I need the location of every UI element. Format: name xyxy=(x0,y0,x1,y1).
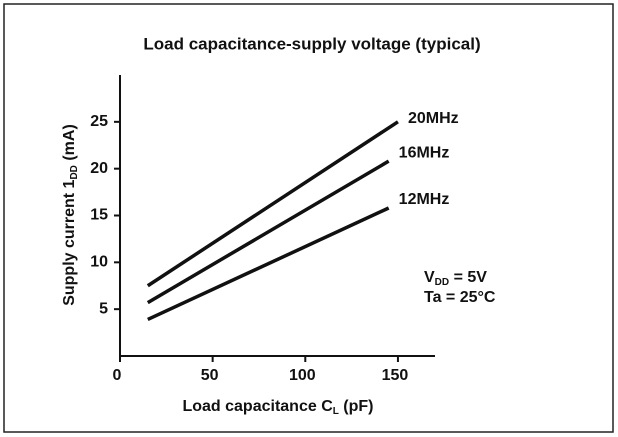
y-label-sub: DD xyxy=(69,165,80,179)
x-axis-label: Load capacitance CL (pF) xyxy=(182,398,373,416)
series-label: 12MHz xyxy=(399,191,450,208)
series-line xyxy=(147,206,390,322)
series-label: 16MHz xyxy=(399,144,450,161)
y-label-tail: (mA) xyxy=(61,124,78,165)
frame xyxy=(3,3,614,433)
y-tick-label: 15 xyxy=(90,207,108,224)
series-label: 20MHz xyxy=(408,110,459,127)
x-label-main: Load capacitance C xyxy=(182,398,333,415)
annotation-main: V xyxy=(424,269,435,286)
x-label-sub: L xyxy=(333,406,339,417)
annotation-sub: DD xyxy=(435,277,449,288)
y-label-main: Supply current 1 xyxy=(61,179,78,305)
y-axis-label: Supply current 1DD (mA) xyxy=(61,124,79,306)
y-tick-label: 20 xyxy=(90,160,108,177)
y-tick-label: 5 xyxy=(99,300,108,317)
y-tick-label: 10 xyxy=(90,254,108,271)
x-tick-label: 100 xyxy=(289,367,316,384)
y-tick-label: 25 xyxy=(90,113,108,130)
annotation: Ta = 25°C xyxy=(424,289,496,306)
x-tick-label: 0 xyxy=(113,367,122,384)
series-line xyxy=(146,159,390,305)
x-tick-label: 150 xyxy=(382,367,409,384)
x-tick-label: 50 xyxy=(201,367,219,384)
annotation-tail: = 5V xyxy=(449,269,487,286)
x-label-tail: (pF) xyxy=(339,398,374,415)
series-line xyxy=(146,120,399,288)
chart-title: Load capacitance-supply voltage (typical… xyxy=(143,34,480,53)
annotation: VDD = 5V xyxy=(424,269,487,287)
